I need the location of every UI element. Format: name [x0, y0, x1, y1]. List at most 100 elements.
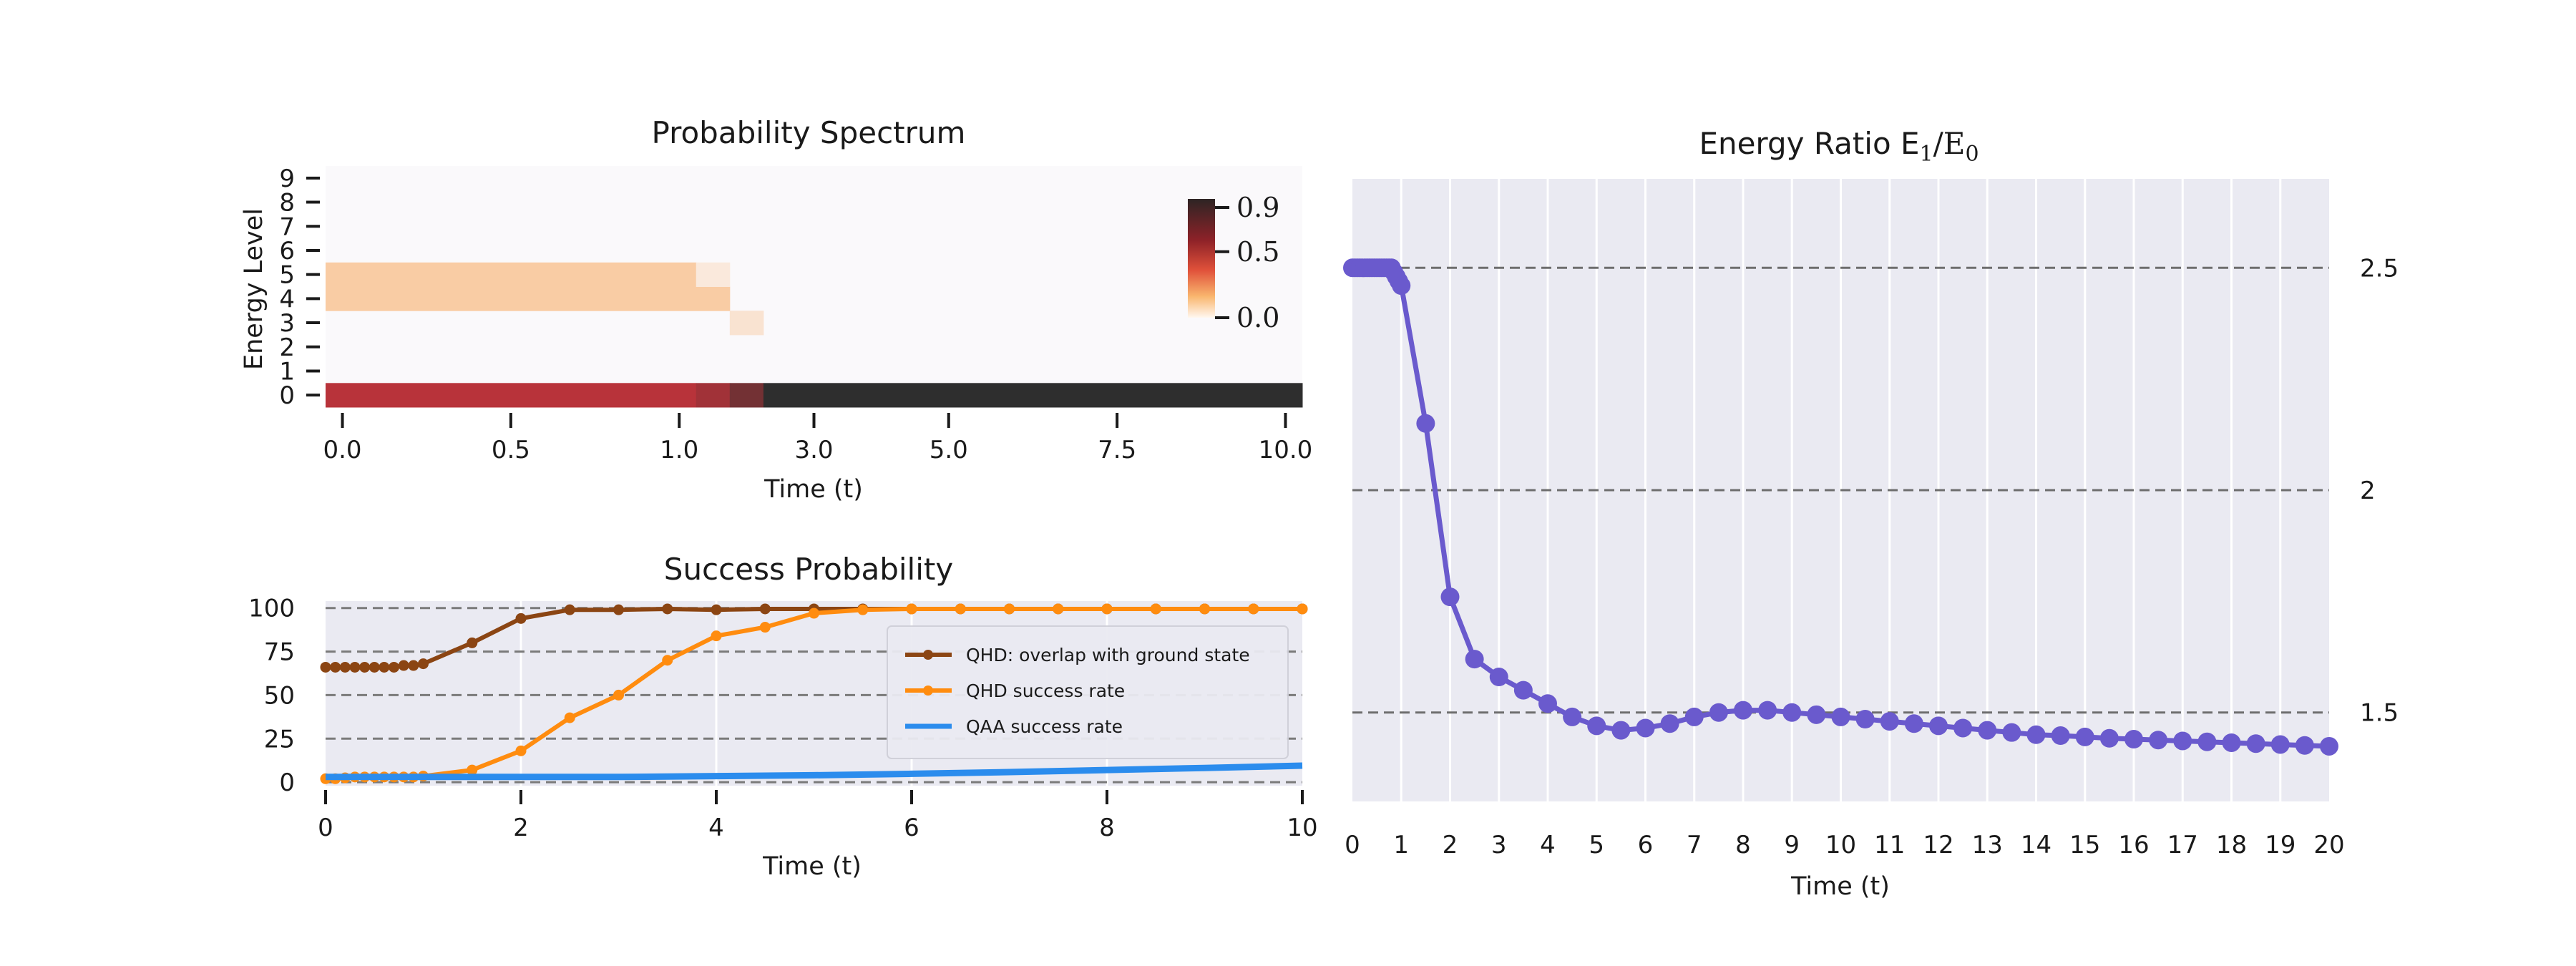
ratio-point	[1660, 714, 1679, 733]
success-point	[408, 660, 419, 671]
ratio-title: Energy Ratio E1/E0	[1699, 126, 1979, 167]
ratio-point	[1953, 718, 1973, 738]
heatmap-cell	[763, 383, 1303, 408]
success-point	[467, 764, 478, 776]
ratio-point	[1684, 707, 1704, 726]
ratio-point	[1636, 718, 1655, 738]
ratio-point	[1831, 707, 1850, 726]
success-point	[1101, 603, 1113, 615]
success-point	[906, 603, 917, 615]
success-point	[809, 608, 819, 619]
colorbar-gradient	[1188, 199, 1215, 318]
ratio-x-tick-label: 4	[1540, 831, 1556, 859]
ratio-point	[1611, 721, 1631, 740]
ratio-point	[2320, 736, 2338, 756]
heatmap-cell	[696, 383, 731, 408]
ratio-point	[1513, 680, 1533, 700]
success-x-tick-label: 10	[1287, 814, 1317, 842]
spectrum-y-tick-label: 1	[279, 357, 295, 386]
legend-marker-qhd-success	[923, 686, 933, 696]
colorbar-ticks: 0.0 0.5 0.9	[1215, 192, 1279, 333]
ratio-x-tick-label: 6	[1638, 831, 1654, 859]
ratio-x-tick-label: 9	[1784, 831, 1800, 859]
success-point	[759, 603, 771, 615]
ratio-x-tick-label: 15	[2069, 831, 2100, 859]
ratio-point	[2099, 728, 2119, 748]
ratio-point	[2295, 736, 2314, 755]
ratio-y-tick-label: 2.5	[2360, 254, 2399, 283]
success-y-tick-label: 100	[248, 595, 295, 623]
success-x-tick-label: 2	[513, 814, 529, 842]
ratio-x-tick-label: 14	[2021, 831, 2051, 859]
success-point	[1297, 603, 1308, 615]
success-point	[515, 613, 527, 624]
ratio-point	[1758, 701, 1777, 720]
ratio-point	[1929, 716, 1948, 736]
spectrum-y-tick-label: 4	[279, 285, 295, 313]
success-point	[320, 661, 331, 673]
ratio-x-tick-label: 11	[1874, 831, 1905, 859]
success-point	[515, 745, 527, 756]
heatmap-cell	[326, 286, 731, 311]
colorbar-tick-label: 0.0	[1236, 302, 1279, 333]
ratio-axes: 0 1 2 3 4 5 6 7 8 9 10 11 12 13 14 15 16 17 18 19 201.522.5	[1345, 254, 2399, 859]
ratio-x-tick-label: 0	[1345, 831, 1360, 859]
ratio-x-tick-label: 12	[1923, 831, 1953, 859]
ratio-point	[2173, 731, 2192, 751]
ratio-x-tick-label: 8	[1735, 831, 1751, 859]
success-point	[418, 658, 429, 670]
success-point	[759, 622, 771, 633]
success-point	[379, 661, 390, 673]
ratio-point	[1807, 705, 1826, 724]
ratio-point	[1392, 276, 1411, 296]
colorbar-tick-label: 0.5	[1236, 236, 1279, 268]
success-point	[467, 637, 478, 648]
ratio-point	[2051, 726, 2070, 746]
success-point	[613, 604, 624, 615]
success-y-tick-label: 25	[264, 725, 295, 753]
spectrum-cells	[326, 262, 1303, 408]
success-point	[1053, 603, 1064, 615]
success-point	[389, 661, 400, 673]
spectrum-y-tick-label: 7	[279, 213, 295, 241]
success-title: Success Probability	[664, 552, 953, 587]
colorbar-tick-label: 0.9	[1236, 192, 1279, 223]
success-series-line	[326, 762, 1303, 781]
spectrum-x-tick-label: 1.0	[660, 436, 698, 464]
heatmap-cell	[326, 262, 697, 287]
success-point	[1004, 603, 1015, 615]
ratio-point	[1587, 716, 1606, 736]
ratio-point	[1489, 668, 1508, 686]
heatmap-cell	[326, 383, 697, 408]
spectrum-x-tick-label: 7.5	[1098, 436, 1136, 464]
ratio-title-slash: /E	[1933, 126, 1966, 161]
spectrum-x-tick-label: 10.0	[1259, 436, 1313, 464]
spectrum-y-tick-label: 3	[279, 309, 295, 338]
spectrum-x-tick-label: 0.5	[492, 436, 530, 464]
success-y-tick-label: 0	[279, 769, 295, 797]
ratio-x-tick-label: 7	[1687, 831, 1702, 859]
ratio-x-tick-label: 1	[1393, 831, 1409, 859]
ratio-point	[2026, 725, 2046, 744]
ratio-x-tick-label: 5	[1589, 831, 1604, 859]
spectrum-x-label: Time (t)	[763, 475, 863, 504]
heatmap-cell	[729, 383, 764, 408]
ratio-x-tick-label: 19	[2265, 831, 2296, 859]
ratio-panel: Energy Ratio E1/E0 0 1 2 3 4 5 6 7 8 9 10 11 12 13 14 1…	[1343, 126, 2399, 901]
ratio-title-sub-0: 0	[1965, 142, 1979, 167]
success-y-tick-label: 50	[264, 681, 295, 710]
success-point	[330, 661, 341, 673]
ratio-point	[1855, 710, 1875, 729]
ratio-point	[1465, 650, 1484, 669]
ratio-x-tick-label: 13	[1972, 831, 2003, 859]
ratio-point	[2002, 723, 2021, 742]
colorbar: 0.0 0.5 0.9	[1188, 192, 1279, 333]
ratio-y-tick-label: 1.5	[2360, 699, 2399, 728]
success-point	[1150, 603, 1161, 615]
success-point	[339, 661, 351, 673]
success-point	[711, 630, 722, 642]
ratio-point	[2270, 735, 2290, 754]
ratio-point	[1416, 414, 1435, 433]
ratio-x-tick-label: 17	[2167, 831, 2198, 859]
